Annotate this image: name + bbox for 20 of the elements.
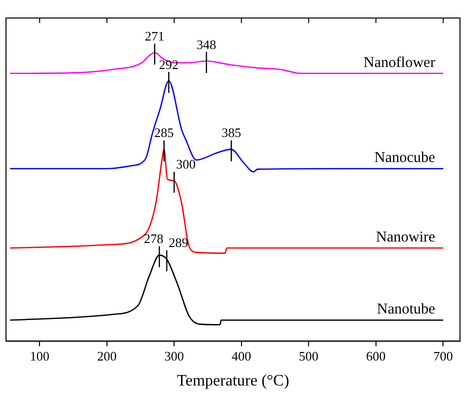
x-tick-label: 400 [232, 348, 252, 364]
x-tick-label: 200 [97, 348, 117, 364]
x-axis-title: Temperature (°C) [176, 372, 290, 390]
annotation: 385 [222, 125, 242, 140]
series-label: Nanowire [376, 229, 436, 246]
annotation: 285 [154, 125, 174, 140]
annotation: 348 [196, 36, 216, 52]
series-label: Nanocube [374, 150, 436, 166]
x-tick-label: 500 [298, 348, 318, 364]
annotation: 289 [168, 235, 188, 250]
x-tick-label: 600 [366, 348, 386, 364]
x-tick-label: 700 [433, 348, 453, 364]
x-tick-label: 100 [30, 348, 50, 364]
annotation: 271 [144, 28, 164, 44]
annotation: 292 [159, 56, 179, 72]
series-label: Nanoflower [364, 54, 436, 71]
series-label: Nanotube [376, 302, 436, 318]
annotation: 300 [176, 156, 196, 172]
x-tick-label: 300 [164, 348, 184, 364]
annotation: 278 [144, 231, 164, 246]
